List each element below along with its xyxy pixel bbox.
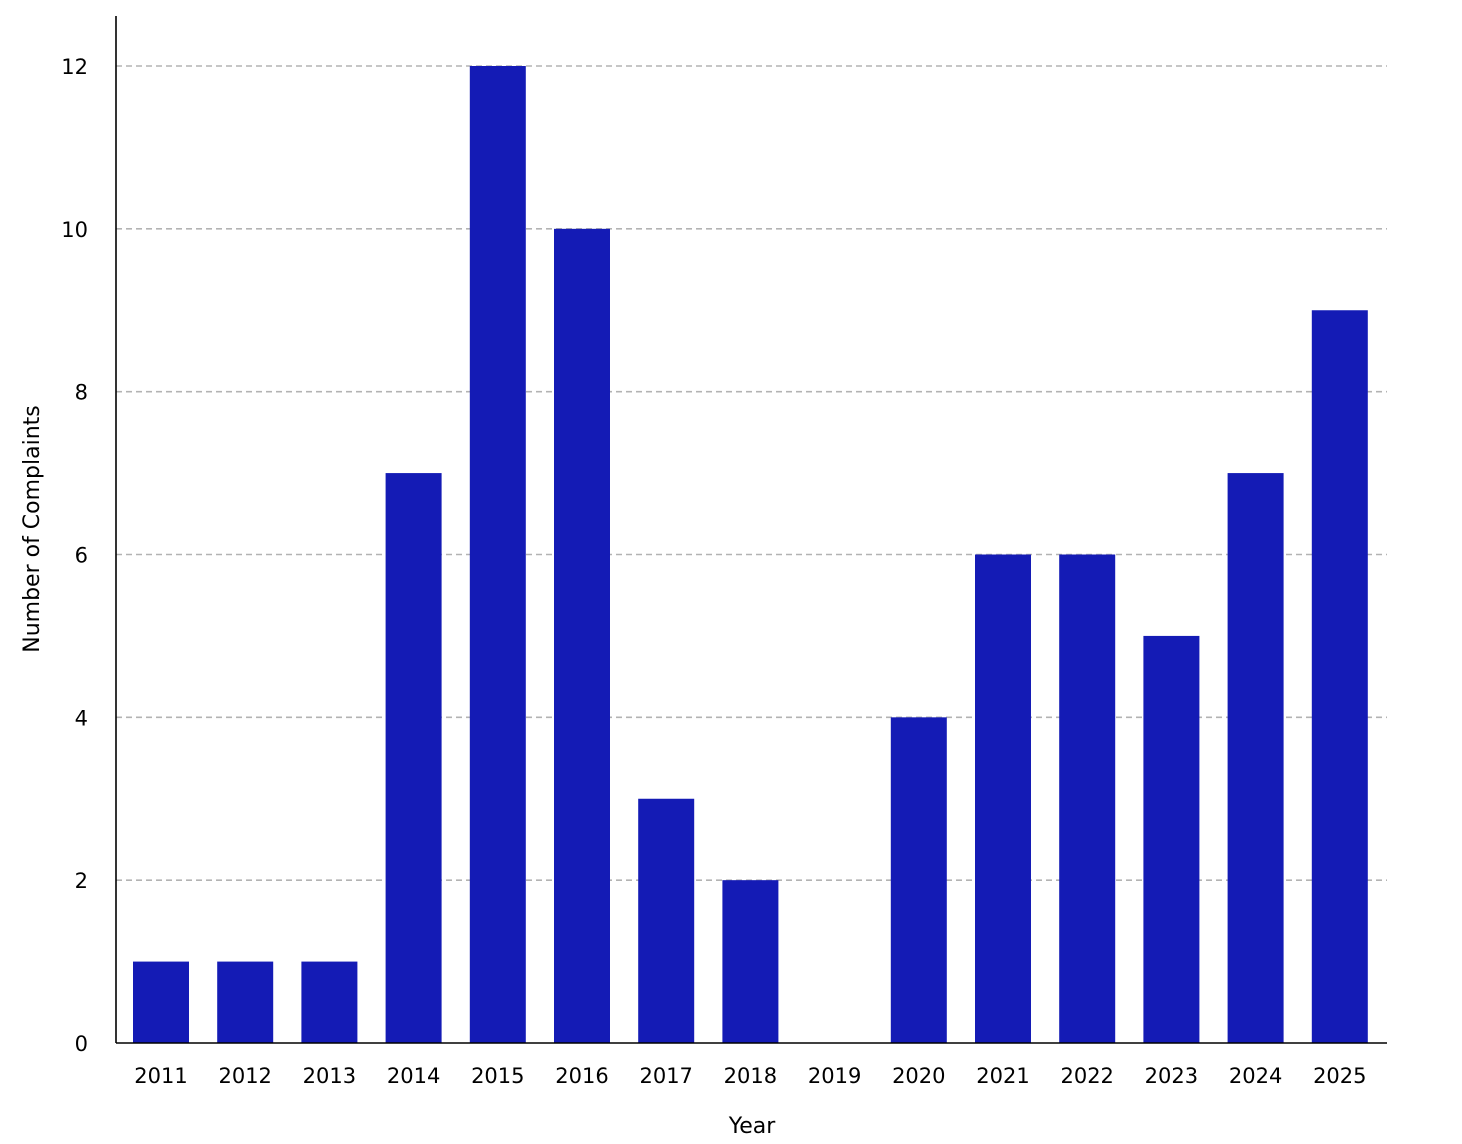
x-tick-label: 2017 bbox=[639, 1064, 692, 1088]
x-tick-label: 2016 bbox=[555, 1064, 608, 1088]
bar-2011 bbox=[133, 961, 189, 1043]
bar-2016 bbox=[554, 228, 610, 1044]
y-tick-label: 6 bbox=[75, 544, 88, 568]
x-tick-label: 2019 bbox=[808, 1064, 861, 1088]
bar-2023 bbox=[1143, 635, 1200, 1043]
x-tick-label: 2025 bbox=[1313, 1064, 1366, 1088]
y-tick-label: 2 bbox=[75, 869, 88, 893]
x-tick-label: 2021 bbox=[976, 1064, 1029, 1088]
x-tick-label: 2012 bbox=[218, 1064, 271, 1088]
x-tick-label: 2023 bbox=[1145, 1064, 1198, 1088]
x-tick-label: 2013 bbox=[303, 1064, 356, 1088]
y-tick-label: 4 bbox=[75, 706, 88, 730]
y-tick-label: 0 bbox=[75, 1032, 88, 1056]
bar-2025 bbox=[1311, 310, 1368, 1043]
x-tick-label: 2018 bbox=[724, 1064, 777, 1088]
y-tick-label: 10 bbox=[61, 218, 88, 242]
x-tick-labels: 2011 2012 2013 2014 2015 2016 2017 2018 2019 2020… bbox=[134, 1064, 1366, 1088]
x-tick-label: 2024 bbox=[1229, 1064, 1282, 1088]
x-tick-label: 2011 bbox=[134, 1064, 187, 1088]
x-tick-label: 2022 bbox=[1060, 1064, 1113, 1088]
x-axis-title: Year bbox=[728, 1114, 777, 1139]
axes bbox=[115, 16, 1387, 1044]
bar-2020 bbox=[890, 717, 947, 1043]
bar-2014 bbox=[385, 473, 442, 1043]
y-tick-label: 8 bbox=[75, 381, 88, 405]
y-axis-title: Number of Complaints bbox=[20, 405, 45, 653]
bar-2017 bbox=[638, 798, 695, 1043]
x-tick-label: 2014 bbox=[387, 1064, 440, 1088]
y-tick-label: 12 bbox=[61, 55, 88, 79]
bar-2022 bbox=[1059, 554, 1116, 1043]
bar-2018 bbox=[722, 880, 779, 1043]
bar-2013 bbox=[301, 961, 358, 1043]
bar-2015 bbox=[469, 66, 526, 1043]
bar-2012 bbox=[217, 961, 274, 1043]
bars bbox=[133, 66, 1368, 1044]
bar-2021 bbox=[975, 554, 1031, 1043]
bar-2024 bbox=[1227, 473, 1284, 1043]
x-tick-label: 2020 bbox=[892, 1064, 945, 1088]
y-tick-labels: 0 2 4 6 8 10 12 bbox=[61, 55, 88, 1056]
x-tick-label: 2015 bbox=[471, 1064, 524, 1088]
